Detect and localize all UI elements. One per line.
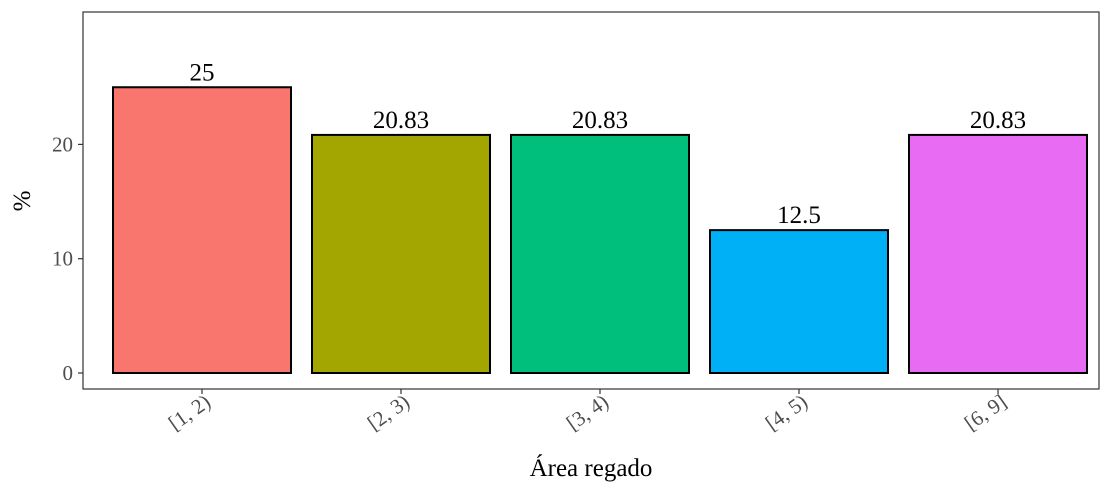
bar <box>510 133 690 374</box>
y-axis: 0 10 20 <box>52 132 83 385</box>
y-tick-label: 0 <box>63 361 74 385</box>
bar-data-label: 12.5 <box>777 202 821 229</box>
bars-group <box>112 86 1088 374</box>
x-axis-title: Área regado <box>530 454 653 482</box>
panel-border <box>82 11 1100 390</box>
y-axis-title: % <box>9 191 36 212</box>
x-tick-label: [3, 4) <box>562 389 613 435</box>
x-tick-label: [2, 3) <box>363 389 414 435</box>
bar <box>311 133 491 374</box>
data-labels-group: 25 20.83 20.83 12.5 20.83 <box>190 59 1027 229</box>
bar-data-label: 25 <box>190 59 215 86</box>
y-tick-label: 10 <box>52 247 73 271</box>
bar-data-label: 20.83 <box>572 107 628 134</box>
y-tick-label: 20 <box>52 132 73 156</box>
x-axis: [1, 2) [2, 3) [3, 4) [4, 5) [6, 9] <box>164 389 1011 435</box>
bar <box>709 229 889 374</box>
x-tick-label: [4, 5) <box>761 389 812 435</box>
bar <box>908 133 1088 374</box>
bar <box>112 86 292 374</box>
bar-data-label: 20.83 <box>970 107 1026 134</box>
x-tick-label: [1, 2) <box>164 389 215 435</box>
bar-data-label: 20.83 <box>373 107 429 134</box>
x-tick-label: [6, 9] <box>960 389 1011 435</box>
